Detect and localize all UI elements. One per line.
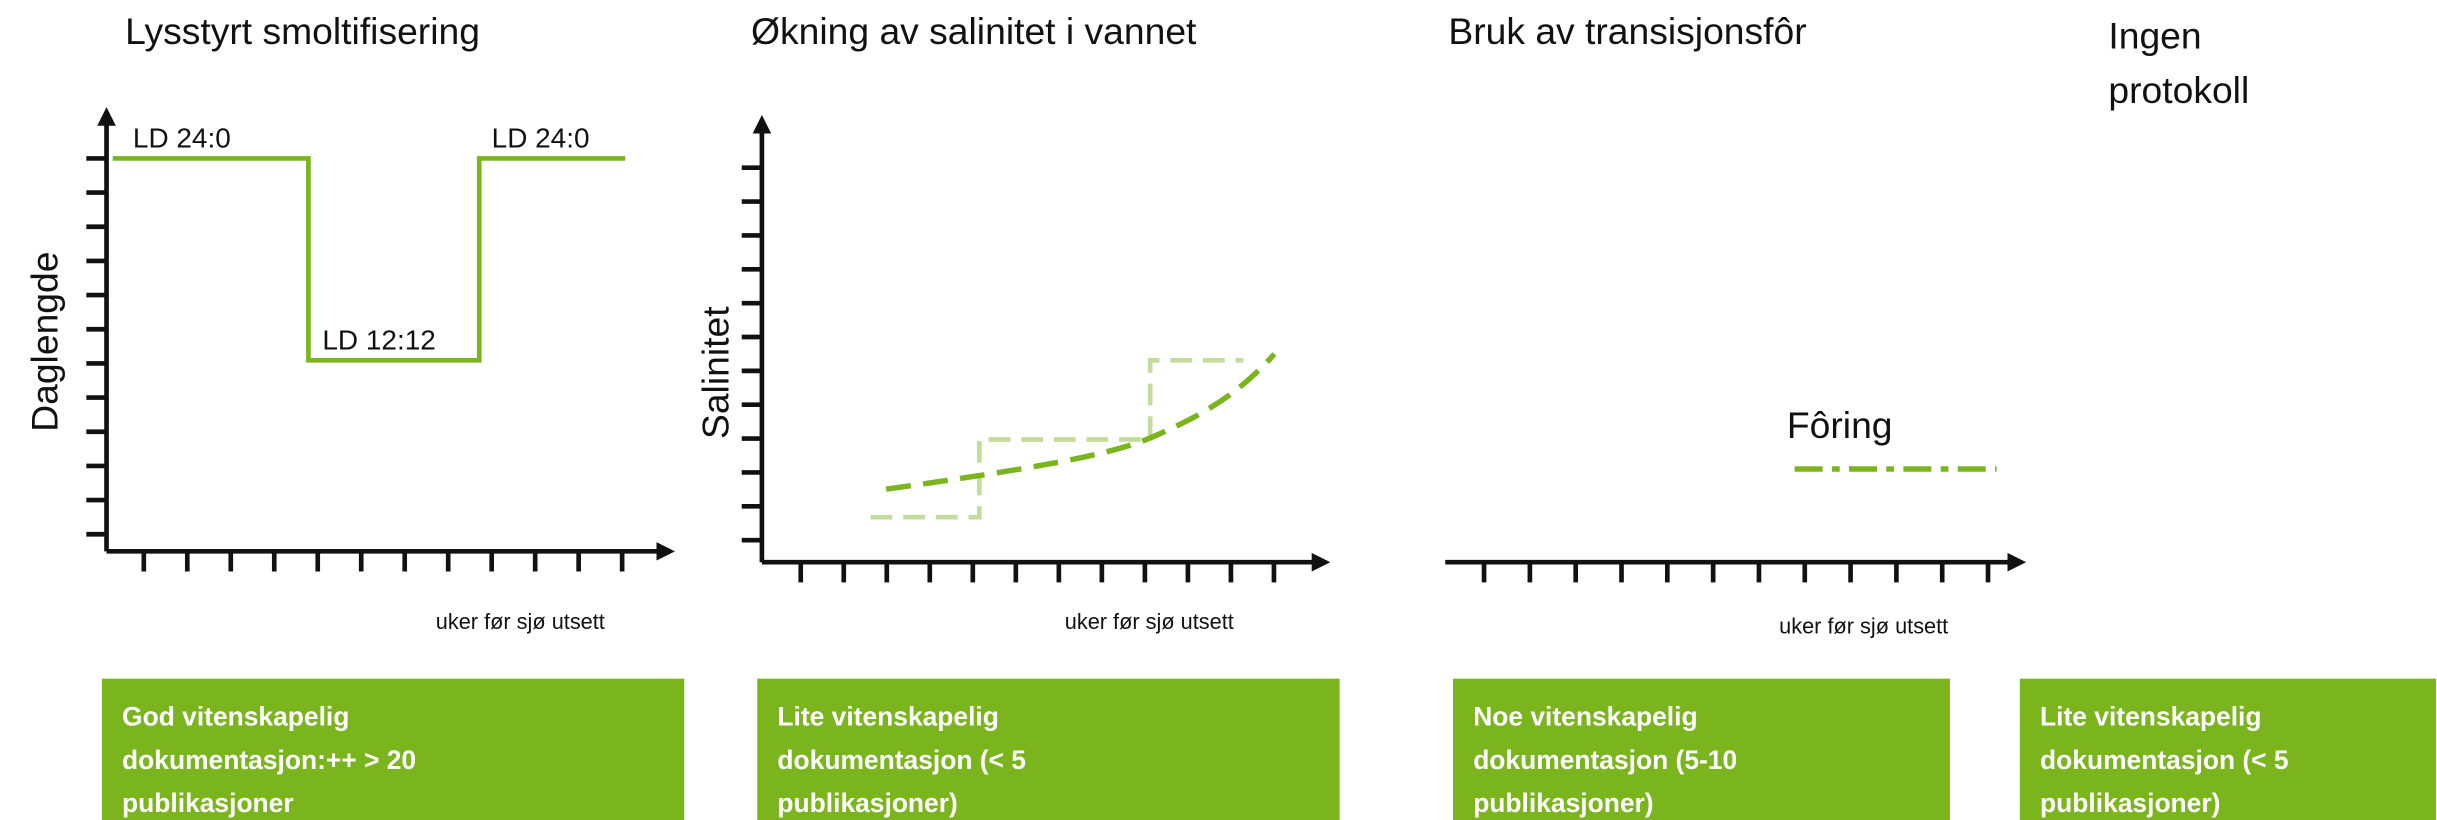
box-text: Lite vitenskapelig (777, 701, 998, 731)
box-text: God vitenskapelig (122, 701, 349, 731)
box (101, 678, 685, 820)
salinity-curve (885, 352, 1277, 492)
line-label: LD 24:0 (133, 123, 231, 154)
panel-title: Ingen (2108, 15, 2201, 57)
line-label: Fôring (1787, 404, 1893, 446)
box-text: dokumentasjon:++ > 20 (122, 745, 416, 775)
salinity-steps (870, 357, 1244, 520)
box-text: publikasjoner (122, 788, 294, 818)
x-axis-label: uker før sjø utsett (436, 609, 605, 634)
panel-title: protokoll (2108, 69, 2249, 111)
box-text: dokumentasjon (< 5 (2040, 745, 2289, 775)
panel-title: Økning av salinitet i vannet (751, 10, 1197, 52)
box (757, 678, 1340, 820)
box-text: publikasjoner) (777, 788, 957, 818)
daylength-line (112, 156, 626, 363)
y-axis-label: Daglengde (23, 252, 65, 432)
box-text: publikasjoner) (2040, 788, 2220, 818)
box-text: dokumentasjon (5-10 (1473, 745, 1737, 775)
box-text: Noe vitenskapelig (1473, 701, 1697, 731)
y-axis-label: Salinitet (694, 306, 736, 439)
box (1453, 678, 1950, 820)
box-text: dokumentasjon (< 5 (777, 745, 1026, 775)
box-text: Lite vitenskapelig (2040, 701, 2261, 731)
line-label: LD 12:12 (322, 324, 435, 355)
x-axis-label: uker før sjø utsett (1065, 609, 1234, 634)
box-text: publikasjoner) (1473, 788, 1653, 818)
panel-title: Lysstyrt smoltifisering (125, 10, 480, 52)
axes (86, 107, 2437, 820)
x-axis-label: uker før sjø utsett (1779, 614, 1948, 639)
box (2019, 678, 2437, 820)
panel-title: Bruk av transisjonsfôr (1448, 10, 1806, 52)
line-label: LD 24:0 (492, 123, 590, 154)
